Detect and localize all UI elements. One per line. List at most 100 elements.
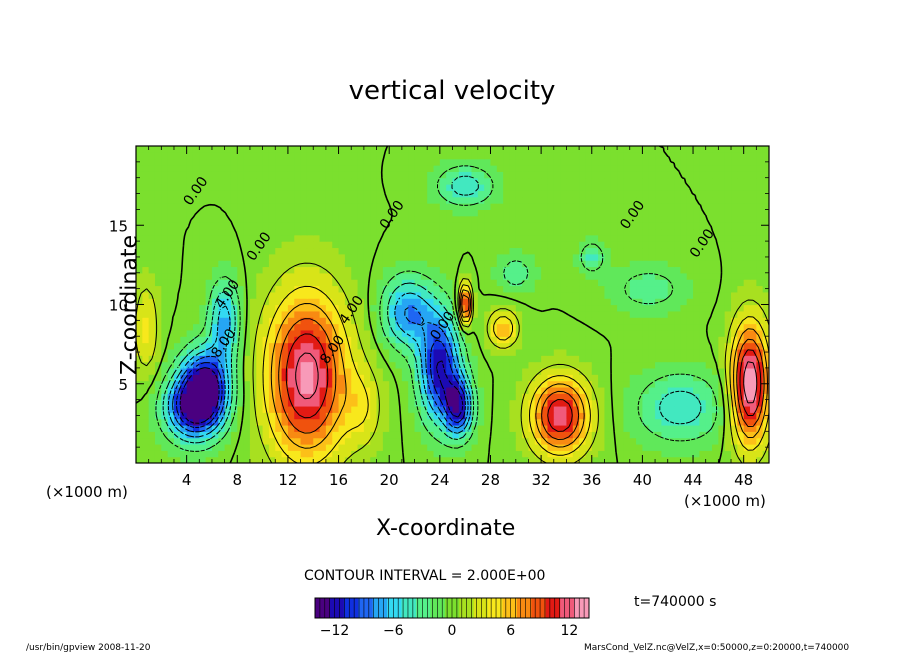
field-cell	[192, 386, 200, 394]
field-cell	[224, 177, 232, 185]
field-cell	[591, 279, 599, 287]
field-cell	[218, 329, 226, 337]
field-cell	[262, 247, 270, 255]
field-cell	[566, 241, 574, 249]
field-cell	[598, 443, 606, 451]
field-cell	[484, 355, 492, 363]
field-cell	[395, 241, 403, 249]
field-cell	[509, 279, 517, 287]
field-cell	[281, 228, 289, 236]
field-cell	[357, 374, 365, 382]
field-cell	[287, 355, 295, 363]
field-cell	[674, 272, 681, 280]
field-cell	[579, 177, 587, 185]
field-cell	[148, 424, 156, 432]
field-cell	[572, 146, 580, 153]
field-cell	[629, 323, 637, 331]
field-cell	[477, 165, 485, 172]
field-cell	[477, 266, 485, 274]
field-cell	[268, 418, 276, 426]
field-cell	[610, 234, 618, 242]
field-cell	[528, 165, 536, 172]
field-cell	[731, 203, 738, 210]
field-cell	[408, 437, 416, 445]
field-cell	[629, 184, 637, 191]
field-cell	[585, 165, 593, 172]
field-cell	[287, 165, 295, 172]
field-cell	[604, 291, 612, 299]
field-cell	[458, 279, 466, 287]
field-cell	[743, 177, 751, 185]
field-cell	[452, 361, 460, 369]
field-cell	[585, 285, 593, 293]
field-cell	[629, 203, 637, 210]
field-cell	[496, 285, 504, 293]
field-cell	[154, 374, 162, 382]
field-cell	[642, 317, 650, 325]
field-cell	[319, 266, 327, 274]
field-cell	[458, 260, 466, 268]
field-cell	[686, 374, 694, 382]
field-cell	[275, 437, 283, 445]
field-cell	[211, 241, 219, 249]
field-cell	[363, 424, 371, 432]
field-cell	[667, 443, 675, 451]
field-cell	[731, 329, 738, 337]
field-cell	[408, 431, 416, 439]
field-cell	[357, 336, 365, 344]
field-cell	[351, 222, 359, 230]
field-cell	[256, 171, 264, 179]
field-cell	[395, 146, 403, 153]
field-cell	[173, 285, 181, 293]
field-cell	[667, 317, 675, 325]
field-cell	[287, 285, 295, 293]
field-cell	[363, 209, 371, 217]
field-cell	[623, 431, 631, 439]
field-cell	[414, 431, 422, 439]
field-cell	[737, 279, 745, 287]
field-cell	[433, 424, 441, 432]
field-cell	[705, 209, 713, 217]
field-cell	[256, 367, 264, 375]
field-cell	[623, 260, 631, 268]
field-cell	[661, 272, 669, 280]
field-cell	[674, 171, 681, 179]
field-cell	[693, 228, 700, 236]
field-cell	[629, 152, 637, 160]
field-cell	[306, 184, 314, 191]
field-cell	[686, 298, 694, 306]
field-cell	[693, 171, 700, 179]
field-cell	[705, 361, 713, 369]
field-cell	[661, 380, 669, 388]
field-cell	[287, 190, 295, 198]
field-cell	[693, 272, 700, 280]
field-cell	[237, 431, 245, 439]
field-cell	[161, 158, 169, 166]
field-cell	[281, 152, 289, 160]
field-cell	[686, 393, 694, 401]
field-cell	[718, 310, 726, 318]
field-cell	[762, 393, 769, 401]
field-cell	[553, 228, 561, 236]
field-cell	[604, 393, 612, 401]
field-cell	[237, 222, 245, 230]
field-cell	[192, 431, 200, 439]
field-cell	[579, 152, 587, 160]
field-cell	[693, 253, 700, 261]
field-cell	[281, 215, 289, 223]
field-cell	[287, 196, 295, 204]
field-cell	[243, 177, 251, 185]
field-cell	[370, 190, 378, 198]
field-cell	[743, 152, 751, 160]
field-cell	[389, 450, 397, 458]
field-cell	[699, 241, 707, 249]
field-cell	[547, 399, 555, 407]
field-cell	[604, 209, 612, 217]
field-cell	[382, 291, 390, 299]
field-cell	[192, 437, 200, 445]
field-cell	[154, 234, 162, 242]
field-cell	[230, 443, 238, 451]
field-cell	[541, 443, 549, 451]
field-cell	[351, 291, 359, 299]
field-cell	[154, 291, 162, 299]
